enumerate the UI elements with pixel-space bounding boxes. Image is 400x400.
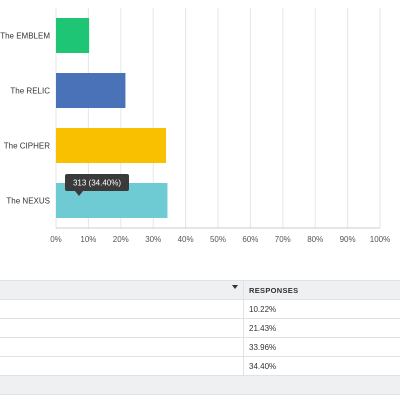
x-tick-label: 80% xyxy=(307,235,323,244)
table-row: 21.43% xyxy=(0,319,400,338)
x-tick-label: 50% xyxy=(210,235,226,244)
response-cell: 34.40% xyxy=(249,362,277,371)
column-divider xyxy=(243,338,244,356)
chart-tooltip: 313 (34.40%) xyxy=(65,174,129,196)
tooltip-text: 313 (34.40%) xyxy=(73,179,121,188)
responses-column-header[interactable]: RESPONSES xyxy=(249,286,299,295)
x-tick-label: 90% xyxy=(340,235,356,244)
category-label: The NEXUS xyxy=(6,197,50,206)
sort-down-icon[interactable] xyxy=(232,285,238,289)
tooltip-box xyxy=(65,174,129,191)
x-tick-label: 20% xyxy=(113,235,129,244)
table-row: 10.22% xyxy=(0,300,400,319)
response-cell: 21.43% xyxy=(249,324,277,333)
x-tick-label: 60% xyxy=(242,235,258,244)
table-row: 34.40% xyxy=(0,357,400,376)
responses-table: RESPONSES 10.22% 21.43% 33.96% 34.40% xyxy=(0,280,400,395)
x-tick-label: 30% xyxy=(145,235,161,244)
bar[interactable] xyxy=(56,18,90,53)
table-row: 33.96% xyxy=(0,338,400,357)
bar[interactable] xyxy=(56,73,126,108)
bar[interactable] xyxy=(56,128,167,163)
x-tick-label: 40% xyxy=(178,235,194,244)
x-tick-label: 70% xyxy=(275,235,291,244)
category-label: The CIPHER xyxy=(4,142,50,151)
category-label: The EMBLEM xyxy=(0,32,50,41)
bar-chart: The EMBLEM The RELIC The CIPHER The NEXUS 0… xyxy=(0,8,390,244)
chart-x-tick-labels: 0% 10% 20% 30% 40% 50% 60% 70% 80% 90% 100% xyxy=(50,235,390,244)
column-divider xyxy=(243,319,244,337)
column-divider xyxy=(243,357,244,375)
response-cell: 33.96% xyxy=(249,343,277,352)
chart-category-labels: The EMBLEM The RELIC The CIPHER The NEXUS xyxy=(0,32,50,206)
x-tick-label: 10% xyxy=(80,235,96,244)
table-footer-row xyxy=(0,376,400,395)
response-cell: 10.22% xyxy=(249,305,277,314)
x-tick-label: 100% xyxy=(370,235,390,244)
table-header-row: RESPONSES xyxy=(0,280,400,300)
column-divider xyxy=(243,281,244,299)
x-tick-label: 0% xyxy=(50,235,62,244)
chart-bars xyxy=(56,18,168,218)
tooltip-pointer xyxy=(75,191,83,196)
column-divider xyxy=(243,300,244,318)
category-label: The RELIC xyxy=(10,87,50,96)
